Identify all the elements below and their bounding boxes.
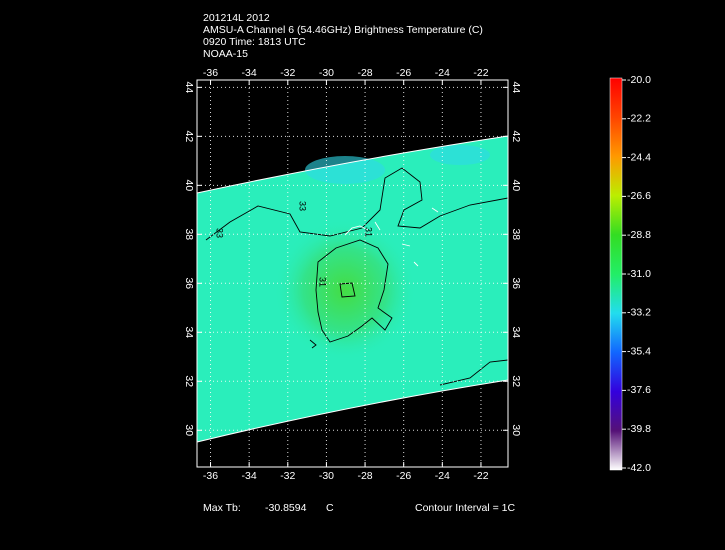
- y-tick-label: 40: [510, 179, 522, 191]
- y-tick-label: 40: [183, 179, 195, 191]
- contour-label: 31: [364, 227, 374, 237]
- x-tick-label: -22: [473, 470, 488, 482]
- colorbar-label: -20.0: [627, 74, 651, 86]
- colorbar-label: -28.8: [627, 229, 651, 241]
- swath-shade: [430, 145, 490, 165]
- colorbar-label: -35.4: [627, 345, 651, 357]
- colorbar-label: -37.6: [627, 384, 651, 396]
- header-line: 201214L 2012: [203, 12, 270, 24]
- x-tick-label: -36: [203, 470, 218, 482]
- x-tick-label: -34: [242, 67, 257, 79]
- x-tick-label: -28: [357, 470, 372, 482]
- colorbar: [609, 77, 623, 471]
- y-tick-label: 42: [183, 130, 195, 142]
- y-tick-label: 30: [510, 424, 522, 436]
- header-line: NOAA-15: [203, 48, 248, 60]
- x-tick-label: -26: [396, 470, 411, 482]
- x-tick-label: -30: [319, 470, 334, 482]
- contour: [439, 359, 509, 386]
- contour-label: 33: [298, 201, 308, 211]
- swath-edge: [196, 135, 509, 443]
- map-frame: [196, 79, 509, 468]
- contour-white: [344, 207, 439, 267]
- header-line: 0920 Time: 1813 UTC: [203, 36, 306, 48]
- colorbar-label: -33.2: [627, 307, 651, 319]
- footer: Max Tb: -30.8594 C Contour Interval = 1C: [203, 502, 516, 514]
- x-tick-label: -24: [435, 67, 450, 79]
- colorbar-label: -22.2: [627, 113, 651, 125]
- y-tick-label: 38: [183, 228, 195, 240]
- swath: [196, 135, 509, 443]
- y-tick-label: 30: [183, 424, 195, 436]
- contour: [315, 239, 393, 343]
- y-tick-label: 36: [183, 277, 195, 289]
- colorbar-label: -39.8: [627, 423, 651, 435]
- footer-interval: Contour Interval = 1C: [415, 502, 516, 514]
- footer-unit: C: [326, 502, 334, 514]
- colorbar-label: -24.4: [627, 151, 651, 163]
- x-tick-label: -24: [435, 470, 450, 482]
- y-tick-label: 32: [183, 375, 195, 387]
- contour: [205, 167, 509, 241]
- y-tick-label: 42: [510, 130, 522, 142]
- y-tick-label: 38: [510, 228, 522, 240]
- contour-label: 31: [318, 277, 328, 287]
- x-tick-label: -22: [473, 67, 488, 79]
- x-tick-label: -30: [319, 67, 334, 79]
- colorbar-label: -26.6: [627, 190, 651, 202]
- x-tick-label: -26: [396, 67, 411, 79]
- y-tick-label: 44: [183, 82, 195, 94]
- header-line: AMSU-A Channel 6 (54.46GHz) Brightness T…: [203, 24, 483, 36]
- y-tick-label: 34: [183, 326, 195, 338]
- contour: [309, 339, 317, 349]
- colorbar-label: -31.0: [627, 268, 651, 280]
- colorbar-label: -42.0: [627, 462, 651, 474]
- x-tick-label: -34: [242, 470, 257, 482]
- axes: [196, 79, 509, 468]
- y-tick-label: 34: [510, 326, 522, 338]
- contour-label: 33: [215, 228, 225, 238]
- warm-core: [275, 220, 415, 360]
- y-tick-label: 32: [510, 375, 522, 387]
- x-tick-label: -28: [357, 67, 372, 79]
- x-tick-label: -36: [203, 67, 218, 79]
- y-tick-label: 36: [510, 277, 522, 289]
- swath-shade: [305, 156, 385, 184]
- footer-label: Max Tb:: [203, 502, 241, 514]
- footer-value: -30.8594: [265, 502, 307, 514]
- x-tick-label: -32: [280, 67, 295, 79]
- x-tick-label: -32: [280, 470, 295, 482]
- y-tick-label: 44: [510, 82, 522, 94]
- header: 201214L 2012 AMSU-A Channel 6 (54.46GHz)…: [203, 12, 483, 60]
- contour: [339, 282, 356, 298]
